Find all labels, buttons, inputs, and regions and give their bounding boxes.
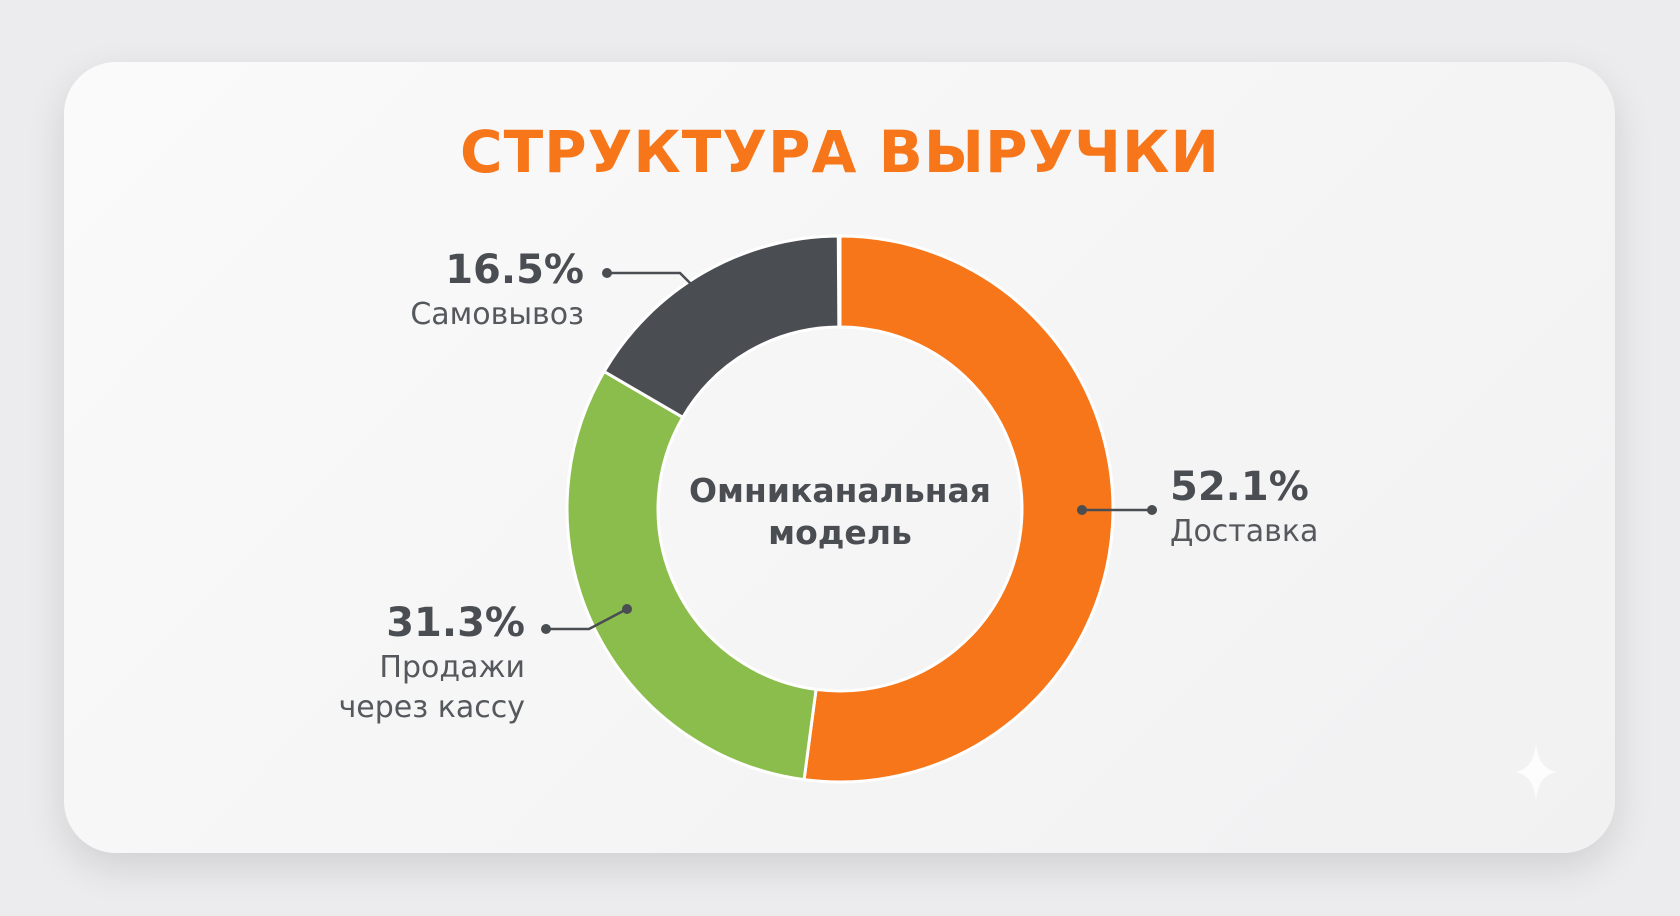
connector-dot (622, 604, 632, 614)
connector-dot (541, 624, 551, 634)
center-label: Омниканальная модель (689, 471, 991, 552)
category-label: Самовывоз (410, 297, 584, 332)
value-label: 52.1% (1170, 464, 1309, 510)
connector-line (546, 607, 628, 631)
connector-line (607, 271, 719, 312)
connector-dot (1147, 505, 1157, 515)
donut-segment (802, 234, 1115, 784)
value-label: 31.3% (386, 600, 525, 646)
chart-title: СТРУКТУРА ВЫРУЧКИ (460, 118, 1220, 186)
value-label: 16.5% (445, 247, 584, 293)
category-label: Доставка (1170, 514, 1319, 549)
connector-dot (713, 306, 723, 316)
sparkle-icon (1514, 742, 1558, 802)
connector-dot (602, 268, 612, 278)
category-label: Продажи через кассу (338, 650, 525, 725)
donut-segment (565, 369, 818, 782)
donut-segment (602, 234, 841, 420)
connector-dot (1077, 505, 1087, 515)
